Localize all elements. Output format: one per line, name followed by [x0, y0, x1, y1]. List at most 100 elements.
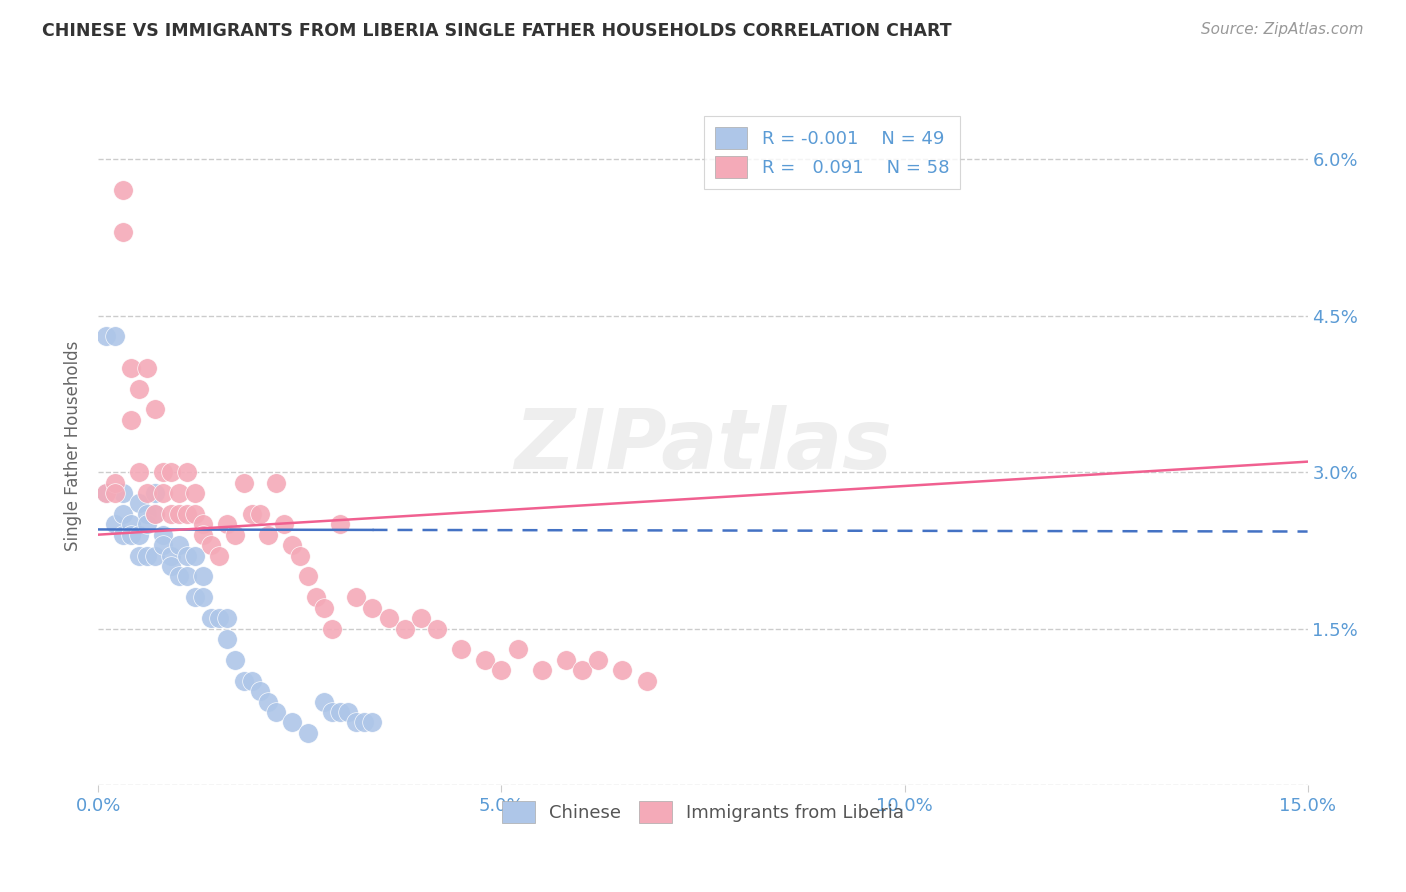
Text: CHINESE VS IMMIGRANTS FROM LIBERIA SINGLE FATHER HOUSEHOLDS CORRELATION CHART: CHINESE VS IMMIGRANTS FROM LIBERIA SINGL… — [42, 22, 952, 40]
Point — [184, 507, 207, 521]
Point — [120, 527, 142, 541]
Point — [288, 549, 311, 563]
Point — [135, 486, 157, 500]
Point — [135, 549, 157, 563]
Point — [111, 225, 134, 239]
Point — [193, 527, 215, 541]
Point — [297, 726, 319, 740]
Point — [135, 507, 157, 521]
Point — [111, 507, 134, 521]
Point — [120, 360, 142, 375]
Point — [167, 538, 190, 552]
Point — [344, 591, 367, 605]
Point — [426, 622, 449, 636]
Point — [217, 517, 239, 532]
Point — [273, 517, 295, 532]
Point — [176, 569, 198, 583]
Point — [184, 549, 207, 563]
Point — [361, 715, 384, 730]
Point — [256, 527, 278, 541]
Point — [224, 653, 246, 667]
Point — [111, 184, 134, 198]
Point — [143, 507, 166, 521]
Point — [135, 517, 157, 532]
Point — [530, 663, 553, 677]
Point — [240, 507, 263, 521]
Point — [217, 632, 239, 646]
Point — [474, 653, 496, 667]
Point — [120, 517, 142, 532]
Point — [143, 549, 166, 563]
Point — [305, 591, 328, 605]
Point — [143, 507, 166, 521]
Point — [200, 538, 222, 552]
Point — [256, 694, 278, 708]
Y-axis label: Single Father Households: Single Father Households — [65, 341, 83, 551]
Point — [111, 486, 134, 500]
Point — [353, 715, 375, 730]
Point — [167, 486, 190, 500]
Point — [409, 611, 432, 625]
Point — [176, 549, 198, 563]
Point — [152, 538, 174, 552]
Point — [152, 486, 174, 500]
Point — [160, 465, 183, 479]
Point — [555, 653, 578, 667]
Point — [128, 496, 150, 510]
Point — [281, 715, 304, 730]
Point — [264, 705, 287, 719]
Point — [160, 507, 183, 521]
Point — [586, 653, 609, 667]
Point — [176, 507, 198, 521]
Point — [314, 600, 336, 615]
Point — [167, 507, 190, 521]
Point — [232, 673, 254, 688]
Point — [120, 413, 142, 427]
Point — [200, 611, 222, 625]
Point — [321, 622, 343, 636]
Point — [103, 486, 125, 500]
Text: Source: ZipAtlas.com: Source: ZipAtlas.com — [1201, 22, 1364, 37]
Point — [176, 465, 198, 479]
Point — [224, 527, 246, 541]
Point — [232, 475, 254, 490]
Point — [394, 622, 416, 636]
Point — [128, 465, 150, 479]
Point — [152, 527, 174, 541]
Point — [450, 642, 472, 657]
Point — [135, 360, 157, 375]
Point — [217, 611, 239, 625]
Point — [491, 663, 513, 677]
Point — [96, 329, 118, 343]
Point — [193, 569, 215, 583]
Point — [377, 611, 399, 625]
Point — [264, 475, 287, 490]
Point — [329, 517, 352, 532]
Point — [193, 591, 215, 605]
Point — [184, 486, 207, 500]
Point — [249, 507, 271, 521]
Point — [96, 486, 118, 500]
Point — [240, 673, 263, 688]
Point — [160, 558, 183, 573]
Point — [314, 694, 336, 708]
Point — [152, 465, 174, 479]
Point — [103, 475, 125, 490]
Point — [571, 663, 593, 677]
Point — [128, 382, 150, 396]
Point — [249, 684, 271, 698]
Point — [184, 591, 207, 605]
Point — [297, 569, 319, 583]
Point — [329, 705, 352, 719]
Point — [103, 329, 125, 343]
Point — [208, 549, 231, 563]
Point — [160, 549, 183, 563]
Point — [111, 527, 134, 541]
Text: ZIPatlas: ZIPatlas — [515, 406, 891, 486]
Point — [361, 600, 384, 615]
Point — [344, 715, 367, 730]
Point — [128, 527, 150, 541]
Point — [96, 486, 118, 500]
Point — [281, 538, 304, 552]
Point — [167, 569, 190, 583]
